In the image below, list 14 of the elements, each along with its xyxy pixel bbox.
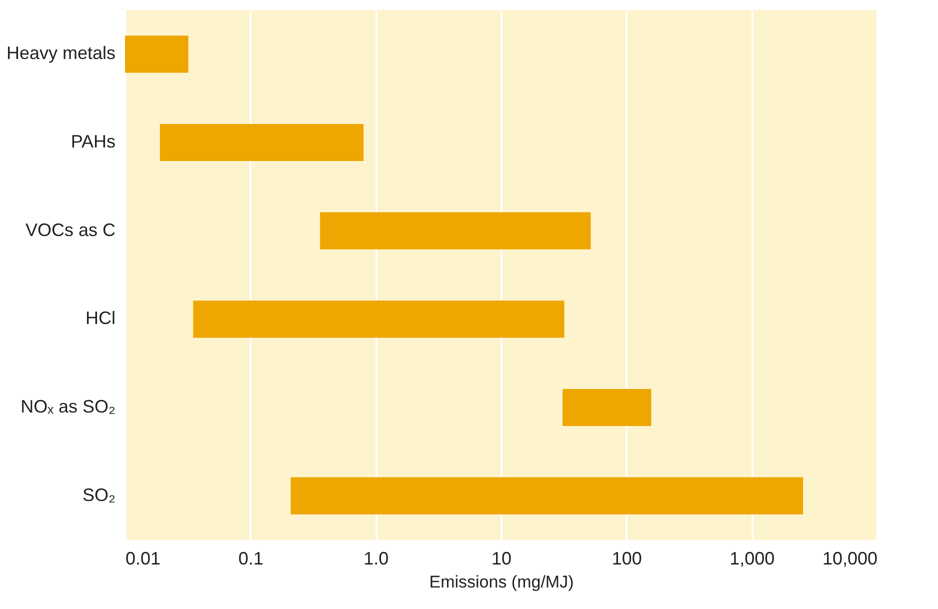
x-tick-label: 10 <box>491 548 512 568</box>
y-tick-label: NOₓ as SO₂ <box>20 396 116 416</box>
x-tick-label: 100 <box>612 548 642 568</box>
y-tick-label: Heavy metals <box>6 43 116 64</box>
y-tick-label: PAHs <box>70 132 116 152</box>
x-tick-label: 1.0 <box>364 548 389 568</box>
x-tick-label: 0.1 <box>238 548 264 568</box>
y-tick-label: SO₂ <box>82 484 116 505</box>
x-axis-title: Emissions (mg/MJ) <box>429 572 574 592</box>
x-tick-label: 10,000 <box>822 548 878 568</box>
x-tick-label: 1,000 <box>730 548 775 568</box>
y-tick-label: VOCs as C <box>25 220 116 240</box>
y-tick-label: HCl <box>86 308 116 328</box>
x-tick-label: 0.01 <box>126 548 161 568</box>
